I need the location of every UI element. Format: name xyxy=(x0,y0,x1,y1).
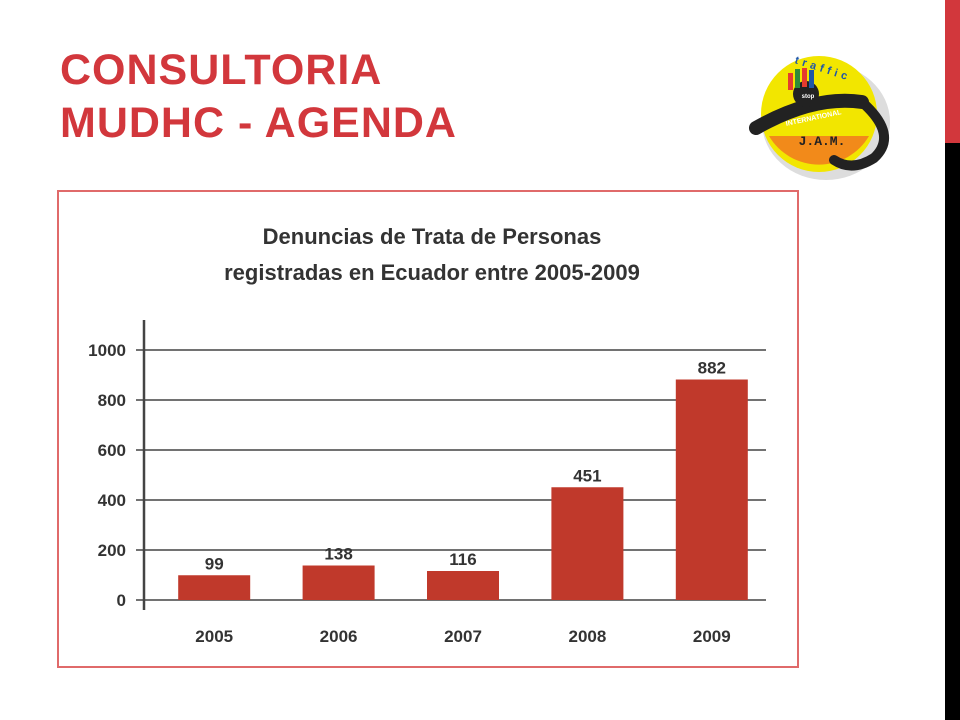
logo-finger-2 xyxy=(795,69,800,88)
bar xyxy=(551,487,624,600)
bar-value-label: 882 xyxy=(698,359,726,378)
logo-finger-3 xyxy=(802,68,807,87)
bar xyxy=(427,571,499,600)
bar-value-label: 99 xyxy=(205,554,224,573)
y-tick-label: 200 xyxy=(98,541,126,560)
y-tick-label: 600 xyxy=(98,441,126,460)
x-tick-label: 2006 xyxy=(320,627,358,646)
y-tick-label: 800 xyxy=(98,391,126,410)
x-tick-label: 2005 xyxy=(195,627,233,646)
slide-title-line2: MUDHC - AGENDA xyxy=(60,99,457,147)
bar-chart: Denuncias de Trata de Personas registrad… xyxy=(88,224,766,646)
chart-title-line1: Denuncias de Trata de Personas xyxy=(263,224,602,249)
y-tick-label: 0 xyxy=(117,591,126,610)
logo-finger-1 xyxy=(788,73,793,90)
logo-ring-tail xyxy=(829,97,889,171)
logo-lower-half xyxy=(769,136,869,165)
bar xyxy=(302,565,375,600)
bar-value-label: 138 xyxy=(324,545,352,564)
x-tick-label: 2008 xyxy=(568,627,606,646)
y-tick-label: 1000 xyxy=(88,341,126,360)
right-edge-accent xyxy=(945,0,960,143)
traffic-stop-logo: traffic stop INTERNATIONAL J.A.M. xyxy=(749,54,890,180)
bar-value-label: 116 xyxy=(449,550,476,569)
logo-bottom-text: J.A.M. xyxy=(799,134,846,149)
bar xyxy=(178,575,251,600)
y-tick-label: 400 xyxy=(98,491,126,510)
logo-finger-4 xyxy=(809,70,814,88)
right-edge-strip xyxy=(945,0,960,720)
x-tick-label: 2009 xyxy=(693,627,731,646)
plot-area: 0 200 400 600 800 1000 99 2005 138 2006 116 2007 451… xyxy=(88,320,766,646)
chart-title-line2: registradas en Ecuador entre 2005-2009 xyxy=(224,260,640,285)
bar-value-label: 451 xyxy=(573,466,601,485)
slide-title-line1: CONSULTORIA xyxy=(60,46,383,94)
slide-title: CONSULTORIA MUDHC - AGENDA xyxy=(60,44,680,150)
x-tick-label: 2007 xyxy=(444,627,482,646)
bar xyxy=(675,379,748,600)
chart-frame: Denuncias de Trata de Personas registrad… xyxy=(57,190,799,668)
logo-middle-text: stop xyxy=(802,94,815,100)
